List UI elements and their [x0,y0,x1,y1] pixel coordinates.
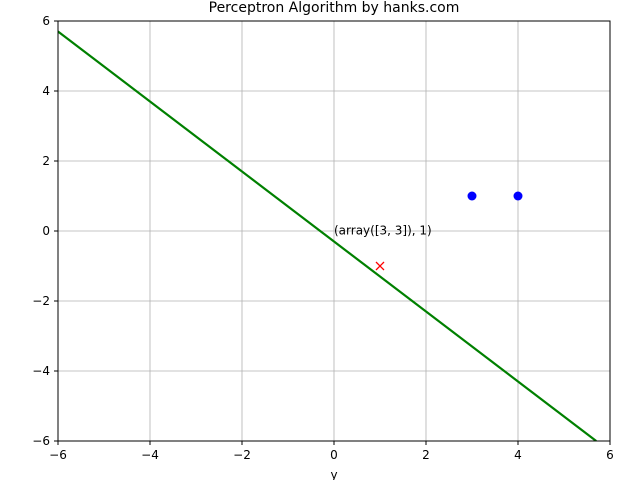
y-tick-label: −4 [32,364,50,378]
annotation-label: (array([3, 3]), 1) [334,224,432,238]
x-tick-label: −6 [49,448,67,462]
x-tick-label: 6 [606,448,614,462]
chart-title: Perceptron Algorithm by hanks.com [209,0,460,16]
y-tick-label: 0 [42,224,50,238]
x-tick-label: 2 [422,448,430,462]
x-tick-label: 0 [330,448,338,462]
annotations: (array([3, 3]), 1) [334,224,432,238]
y-tick-label: −6 [32,434,50,448]
data-point-x [375,261,385,271]
x-tick-label: −4 [141,448,159,462]
x-tick-label: 4 [514,448,522,462]
x-axis-label: y [330,468,337,480]
data-point-circle [467,191,477,201]
y-tick-label: 4 [42,84,50,98]
y-tick-label: −2 [32,294,50,308]
y-tick-label: 6 [42,14,50,28]
y-tick-label: 2 [42,154,50,168]
x-tick-label: −2 [233,448,251,462]
plot-area [58,30,597,441]
ticks: −6 −4 −2 0 2 4 6 −6 −4 −2 0 2 4 6 [32,14,614,462]
data-point-circle [513,191,523,201]
decision-boundary-line [58,30,597,441]
